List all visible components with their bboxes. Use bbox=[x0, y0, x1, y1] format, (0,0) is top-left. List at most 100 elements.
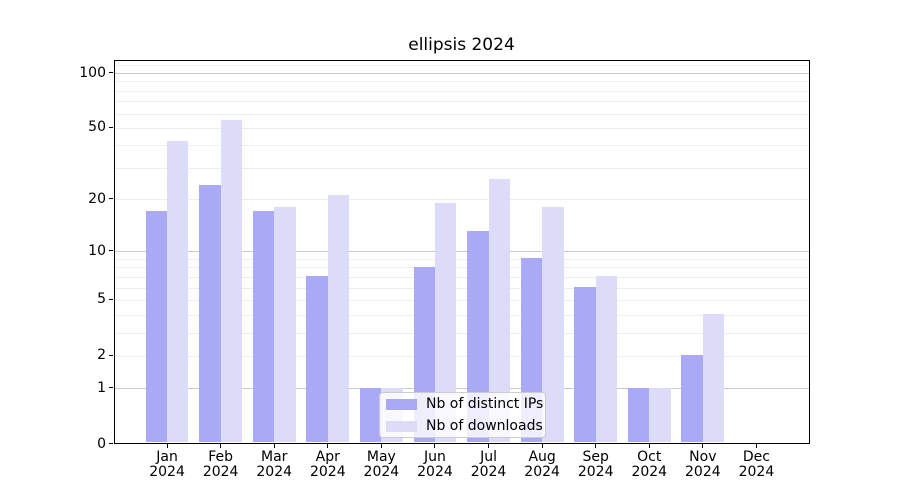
y-tick-label-50: 50 bbox=[88, 119, 106, 136]
x-tick-month: Jan bbox=[156, 448, 178, 465]
x-tick-month: Apr bbox=[315, 448, 340, 465]
x-tick-month: Mar bbox=[261, 448, 288, 465]
bar-distinct-ips-apr bbox=[306, 276, 328, 443]
bar-downloads-nov bbox=[702, 314, 725, 443]
x-tick-label-may: May 2024 bbox=[341, 448, 421, 481]
gridline-minor-2 bbox=[114, 355, 809, 357]
x-tick-year: 2024 bbox=[470, 464, 507, 480]
y-tick-mark-1 bbox=[109, 387, 113, 389]
x-tick-mark-jun bbox=[434, 443, 436, 448]
bar-distinct-ips-nov bbox=[681, 355, 703, 443]
x-tick-year: 2024 bbox=[256, 464, 293, 480]
gridline-major-10 bbox=[114, 251, 809, 253]
legend-swatch-distinct-ips bbox=[386, 398, 417, 410]
gridline-minor-60 bbox=[114, 113, 809, 115]
x-tick-label-feb: Feb 2024 bbox=[181, 448, 261, 481]
legend: Nb of distinct IPs Nb of downloads bbox=[379, 392, 546, 438]
x-tick-year: 2024 bbox=[577, 464, 614, 480]
y-tick-mark-20 bbox=[109, 198, 113, 200]
bar-distinct-ips-sep bbox=[574, 287, 596, 443]
gridline-minor-6 bbox=[114, 287, 809, 289]
y-tick-mark-0 bbox=[109, 443, 113, 444]
x-tick-mark-may bbox=[380, 443, 382, 448]
legend-label-distinct-ips: Nb of distinct IPs bbox=[426, 396, 544, 412]
x-tick-mark-jan bbox=[166, 443, 168, 448]
y-tick-label-100: 100 bbox=[79, 64, 106, 81]
x-tick-year: 2024 bbox=[738, 464, 775, 480]
y-tick-label-20: 20 bbox=[88, 190, 106, 207]
x-tick-mark-jul bbox=[488, 443, 490, 448]
x-tick-month: May bbox=[366, 448, 396, 465]
x-tick-label-mar: Mar 2024 bbox=[234, 448, 314, 481]
x-tick-year: 2024 bbox=[309, 464, 346, 480]
x-tick-label-oct: Oct 2024 bbox=[609, 448, 689, 481]
gridline-minor-30 bbox=[114, 167, 809, 169]
bar-distinct-ips-feb bbox=[199, 184, 221, 443]
x-tick-label-jun: Jun 2024 bbox=[395, 449, 475, 481]
legend-item-downloads: Nb of downloads bbox=[386, 417, 545, 435]
y-tick-label-10: 10 bbox=[88, 242, 106, 259]
gridline-minor-7 bbox=[114, 276, 809, 278]
bar-distinct-ips-oct bbox=[627, 387, 650, 443]
gridline-minor-20 bbox=[114, 199, 809, 201]
x-tick-month: Aug bbox=[528, 448, 556, 465]
y-tick-mark-2 bbox=[109, 354, 113, 356]
x-tick-year: 2024 bbox=[202, 464, 239, 480]
bar-downloads-mar bbox=[274, 206, 296, 443]
x-tick-mark-oct bbox=[648, 443, 650, 448]
x-tick-month: Feb bbox=[208, 448, 234, 465]
x-tick-mark-nov bbox=[702, 443, 704, 448]
x-tick-month: Jul bbox=[480, 448, 497, 465]
gridline-minor-40 bbox=[114, 145, 809, 147]
y-tick-mark-50 bbox=[109, 126, 113, 128]
x-tick-label-sep: Sep 2024 bbox=[556, 448, 636, 481]
bar-downloads-feb bbox=[220, 119, 243, 443]
gridline-minor-50 bbox=[114, 127, 809, 129]
gridline-minor-90 bbox=[114, 81, 809, 83]
gridline-major-100 bbox=[114, 73, 809, 74]
chart-title: ellipsis 2024 bbox=[408, 35, 515, 55]
gridline-minor-70 bbox=[114, 101, 809, 103]
x-tick-label-jan: Jan 2024 bbox=[127, 448, 207, 481]
x-tick-month: Sep bbox=[582, 448, 609, 465]
bar-downloads-aug bbox=[542, 206, 564, 443]
bar-distinct-ips-mar bbox=[252, 211, 275, 443]
legend-label-downloads: Nb of downloads bbox=[426, 418, 543, 434]
x-tick-mark-aug bbox=[541, 443, 543, 448]
x-tick-year: 2024 bbox=[363, 464, 400, 480]
y-tick-label-0: 0 bbox=[97, 435, 106, 452]
gridline-minor-8 bbox=[114, 267, 809, 269]
x-tick-year: 2024 bbox=[417, 464, 453, 480]
x-tick-mark-dec bbox=[755, 443, 757, 448]
legend-swatch-downloads bbox=[386, 420, 417, 432]
x-tick-label-aug: Aug 2024 bbox=[502, 448, 582, 481]
x-tick-label-jul: Jul 2024 bbox=[449, 448, 529, 481]
bar-downloads-jul bbox=[488, 178, 510, 443]
x-tick-month: Dec bbox=[742, 448, 770, 465]
x-tick-label-apr: Apr 2024 bbox=[288, 448, 368, 481]
bar-distinct-ips-jan bbox=[145, 211, 168, 443]
bar-distinct-ips-jul bbox=[467, 231, 489, 443]
y-tick-label-5: 5 bbox=[97, 291, 106, 308]
gridline-minor-3 bbox=[114, 332, 809, 334]
bar-distinct-ips-may bbox=[359, 387, 382, 443]
x-tick-mark-apr bbox=[327, 443, 329, 448]
x-tick-year: 2024 bbox=[149, 464, 185, 480]
x-tick-year: 2024 bbox=[631, 464, 668, 480]
bar-downloads-apr bbox=[327, 195, 350, 443]
y-tick-label-1: 1 bbox=[97, 379, 106, 396]
x-tick-month: Nov bbox=[689, 448, 717, 465]
y-tick-label-2: 2 bbox=[97, 347, 106, 364]
legend-item-distinct-ips: Nb of distinct IPs bbox=[386, 395, 545, 413]
x-tick-mark-mar bbox=[273, 443, 275, 448]
gridline-minor-80 bbox=[114, 90, 809, 92]
y-tick-mark-100 bbox=[109, 72, 113, 73]
x-tick-year: 2024 bbox=[524, 464, 560, 480]
x-tick-mark-sep bbox=[595, 443, 597, 448]
x-tick-label-nov: Nov 2024 bbox=[663, 448, 743, 481]
bar-downloads-oct bbox=[649, 387, 671, 443]
gridline-minor-110 bbox=[114, 65, 809, 67]
x-tick-month: Oct bbox=[637, 448, 662, 465]
bar-downloads-jun bbox=[434, 202, 457, 443]
